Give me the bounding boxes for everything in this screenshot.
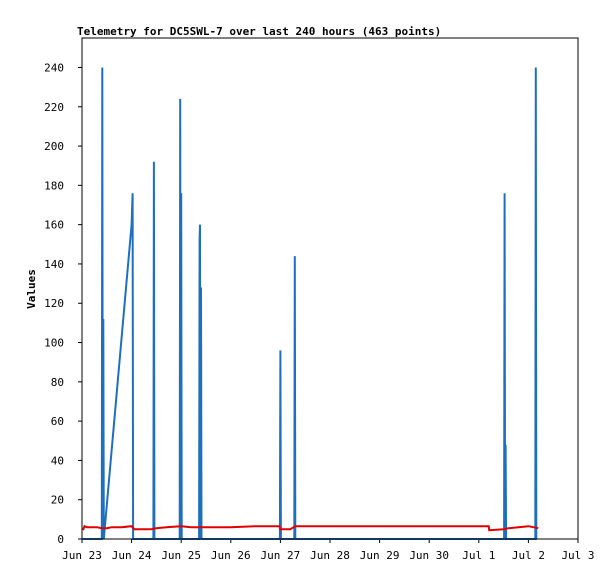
x-tick-label: Jul 1 xyxy=(462,549,495,562)
x-tick-label: Jun 30 xyxy=(409,549,449,562)
x-tick-label: Jun 29 xyxy=(360,549,400,562)
y-tick-label: 120 xyxy=(44,297,64,310)
x-tick-label: Jun 27 xyxy=(261,549,301,562)
y-tick-label: 160 xyxy=(44,219,64,232)
y-tick-label: 200 xyxy=(44,140,64,153)
y-tick-label: 40 xyxy=(51,454,64,467)
y-tick-label: 60 xyxy=(51,415,64,428)
y-tick-label: 140 xyxy=(44,258,64,271)
x-tick-label: Jun 24 xyxy=(112,549,152,562)
x-tick-label: Jun 26 xyxy=(211,549,251,562)
x-axis: Jun 23 Jun 24 Jun 25 Jun 26 Jun 27 Jun 28 Jun … xyxy=(62,539,595,562)
y-tick-label: 80 xyxy=(51,376,64,389)
x-tick-label: Jul 3 xyxy=(561,549,594,562)
y-tick-label: 220 xyxy=(44,101,64,114)
y-tick-label: 240 xyxy=(44,61,64,74)
x-tick-label: Jun 23 xyxy=(62,549,102,562)
y-axis: 0 20 40 60 80 100 120 140 160 180 200 220 240 xyxy=(44,61,82,546)
x-tick-label: Jul 2 xyxy=(512,549,545,562)
y-tick-label: 0 xyxy=(57,533,64,546)
series-1-line xyxy=(82,524,539,532)
y-tick-label: 20 xyxy=(51,494,64,507)
y-tick-label: 100 xyxy=(44,337,64,350)
x-tick-label: Jun 28 xyxy=(310,549,350,562)
x-tick-label: Jun 25 xyxy=(161,549,201,562)
y-tick-label: 180 xyxy=(44,179,64,192)
y-axis-title: Values xyxy=(25,269,38,309)
plot-area xyxy=(81,37,579,540)
chart-title: Telemetry for DC5SWL-7 over last 240 hou… xyxy=(77,25,441,38)
